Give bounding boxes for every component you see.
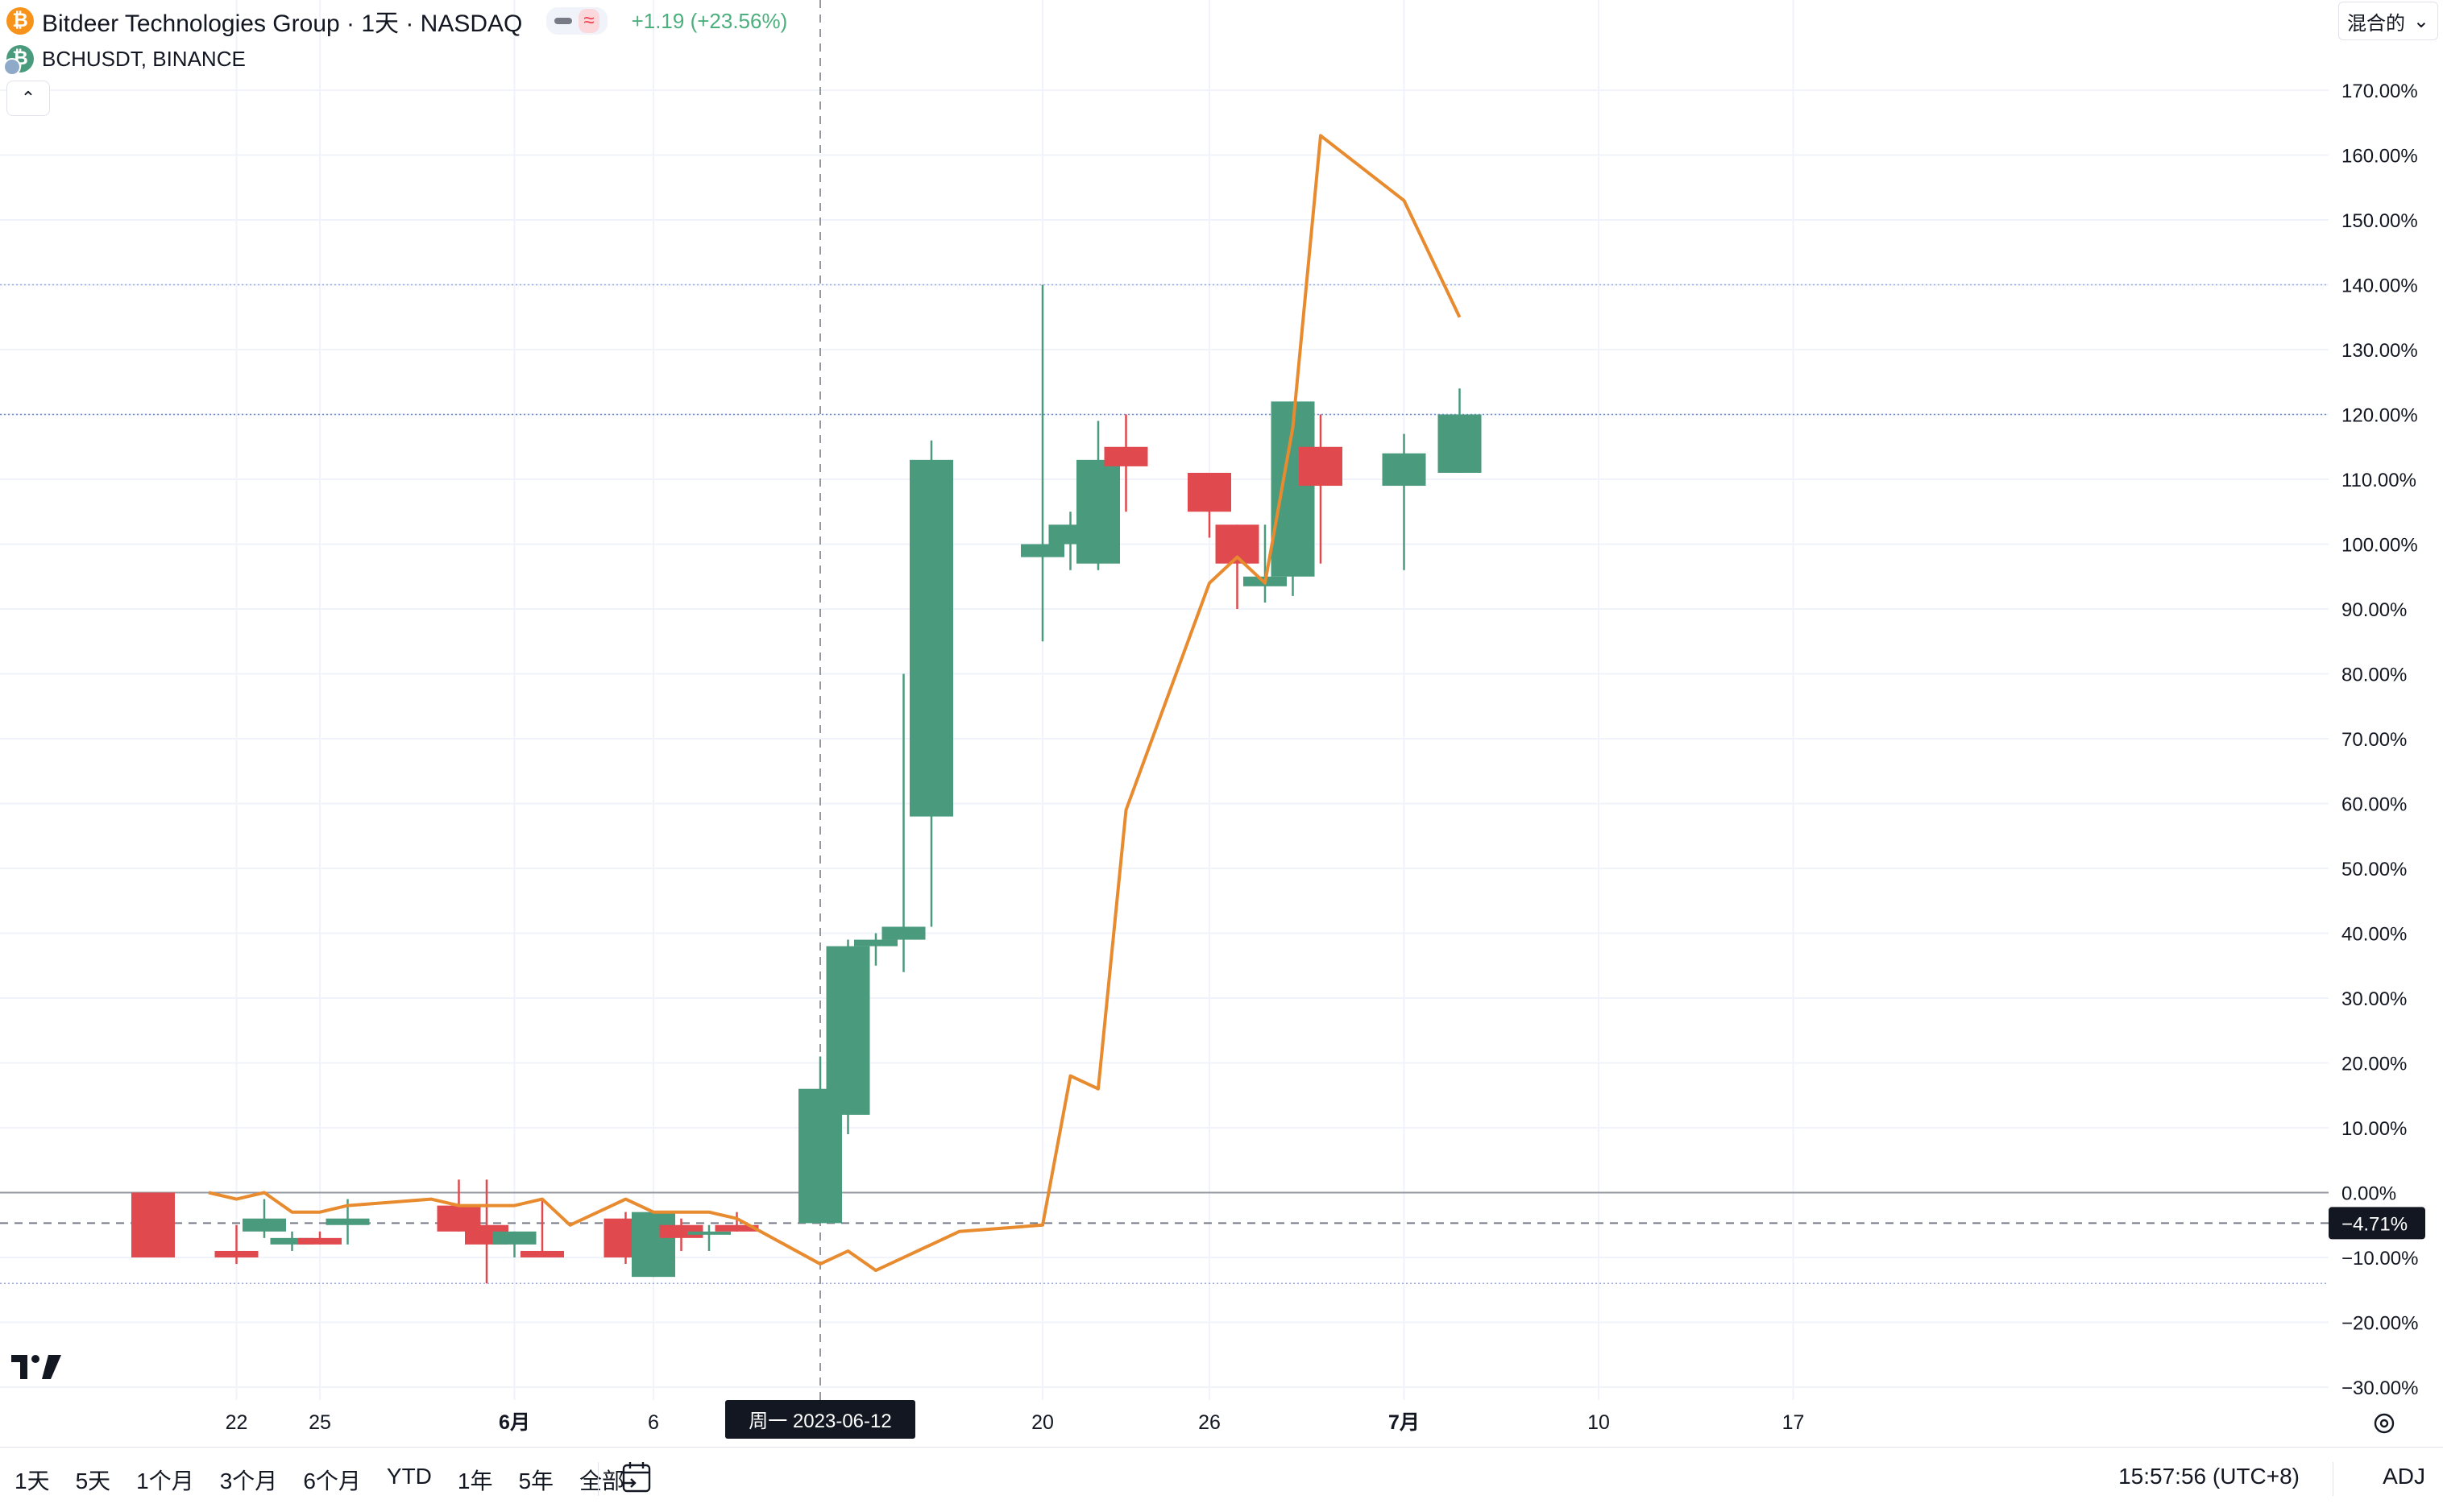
last-value-badge [2329,1207,2425,1240]
crosshair-date-label: 周一 2023-06-12 [749,1411,891,1432]
x-tick-label: 20 [1031,1411,1054,1434]
range-button[interactable]: 6个月 [303,1469,361,1493]
candle-body[interactable] [1299,446,1342,487]
candle-body[interactable] [1076,459,1120,564]
candle-body[interactable] [1104,446,1148,466]
candle-body[interactable] [131,1192,175,1258]
candle-body[interactable] [1437,414,1482,473]
crosshair-date-badge [725,1400,915,1439]
range-button[interactable]: YTD [386,1464,432,1489]
y-tick-label: 90.00% [2341,599,2407,621]
range-button[interactable]: 1个月 [136,1469,194,1493]
y-tick-label: 80.00% [2341,665,2407,686]
last-value-label: −4.71% [2341,1213,2408,1235]
candle-body[interactable] [632,1212,675,1278]
clock-timezone[interactable]: 15:57:56 (UTC+8) [2118,1464,2300,1489]
scale-mode-label: 混合的 [2347,12,2405,35]
bchusdt-line[interactable] [208,134,1462,1273]
y-tick-label: 50.00% [2341,859,2407,880]
price-change: +1.19 (+23.56%) [631,8,788,33]
candle-body[interactable] [1021,544,1064,557]
legend-main-row: ₿ Bitdeer Technologies Group · 1天 · NASD… [6,3,787,39]
x-tick-label: 26 [1198,1411,1221,1434]
x-tick-label: 25 [309,1411,331,1434]
candle-body[interactable] [521,1250,564,1257]
x-tick-label: 10 [1587,1411,1610,1434]
y-tick-label: 110.00% [2341,470,2416,491]
candle-body[interactable] [826,946,870,1115]
price-chart[interactable]: 170.00%160.00%150.00%140.00%130.00%120.0… [0,0,2443,1447]
legend-compare-row: ₿ BCHUSDT, BINANCE [3,45,246,76]
candle-body[interactable] [715,1224,759,1232]
chevron-down-icon: ⌄ [2412,10,2429,32]
y-tick-label: 150.00% [2341,210,2418,232]
y-tick-label: 20.00% [2341,1054,2407,1075]
adjust-data-toggle[interactable]: ADJ [2383,1464,2425,1489]
candle-body[interactable] [270,1237,314,1245]
x-tick-label: 6月 [499,1411,530,1434]
range-button[interactable]: 1天 [15,1469,50,1493]
range-button[interactable]: 1年 [457,1469,493,1493]
y-tick-label: 140.00% [2341,275,2418,297]
tradingview-logo-icon[interactable] [11,1353,63,1381]
candle-body[interactable] [910,459,953,817]
collapse-legend-button[interactable]: ⌃ [6,81,50,116]
y-tick-label: 160.00% [2341,146,2418,168]
range-button[interactable]: 3个月 [219,1469,278,1493]
x-tick-label: 6 [648,1411,659,1434]
y-tick-label: −10.00% [2341,1248,2418,1270]
y-tick-label: −20.00% [2341,1313,2418,1335]
candle-body[interactable] [326,1218,370,1225]
candle-body[interactable] [1382,453,1426,487]
legend-toggle-pill[interactable]: ≈ [546,7,608,35]
compare-symbol[interactable]: BCHUSDT, BINANCE [42,46,246,71]
range-button[interactable]: 全部 [579,1469,625,1493]
candle-body[interactable] [854,939,898,947]
y-tick-label: 100.00% [2341,535,2418,557]
y-tick-label: 30.00% [2341,988,2407,1010]
y-tick-label: −30.00% [2341,1377,2418,1399]
candle-body[interactable] [243,1218,286,1232]
range-button[interactable]: 5天 [75,1469,111,1493]
toolbar-divider [598,1462,599,1496]
range-buttons: 1天 5天 1个月 3个月 6个月 YTD 1年 5年 全部 [15,1464,650,1496]
candle-body[interactable] [214,1250,259,1257]
x-axis-bg [0,1400,2443,1447]
y-tick-label: 40.00% [2341,924,2407,946]
y-tick-label: 60.00% [2341,794,2407,816]
y-tick-label: 120.00% [2341,405,2418,427]
x-tick-label: 17 [1782,1411,1805,1434]
candle-body[interactable] [881,926,926,940]
bottom-toolbar: 1天 5天 1个月 3个月 6个月 YTD 1年 5年 全部 15:57:56 (UTC+8) … [0,1447,2443,1512]
y-tick-label: 10.00% [2341,1118,2407,1140]
symbol-title[interactable]: Bitdeer Technologies Group · 1天 · NASDAQ [42,10,523,37]
x-tick-label: 22 [226,1411,248,1434]
y-tick-label: 170.00% [2341,81,2418,102]
y-axis-bg [2330,0,2443,1447]
range-button[interactable]: 5年 [518,1469,554,1493]
x-tick-label: 7月 [1388,1411,1420,1434]
candle-body[interactable] [687,1231,731,1235]
y-tick-label: 130.00% [2341,340,2418,362]
bitcoin-cash-icon: ₿ [3,45,34,76]
candle-body[interactable] [298,1237,342,1245]
go-to-date-calendar-icon[interactable] [620,1460,653,1496]
scale-mode-select[interactable]: 混合的 ⌄ [2338,2,2438,40]
settings-gear-icon[interactable] [2372,1411,2396,1435]
y-tick-label: 70.00% [2341,729,2407,751]
chevron-up-icon: ⌃ [20,88,36,108]
candle-body[interactable] [492,1231,537,1245]
bitcoin-icon: ₿ [6,7,34,35]
y-tick-label: 0.00% [2341,1183,2396,1205]
wave-icon[interactable]: ≈ [579,9,599,33]
hide-icon[interactable] [554,18,573,24]
candle-body[interactable] [1188,472,1231,512]
